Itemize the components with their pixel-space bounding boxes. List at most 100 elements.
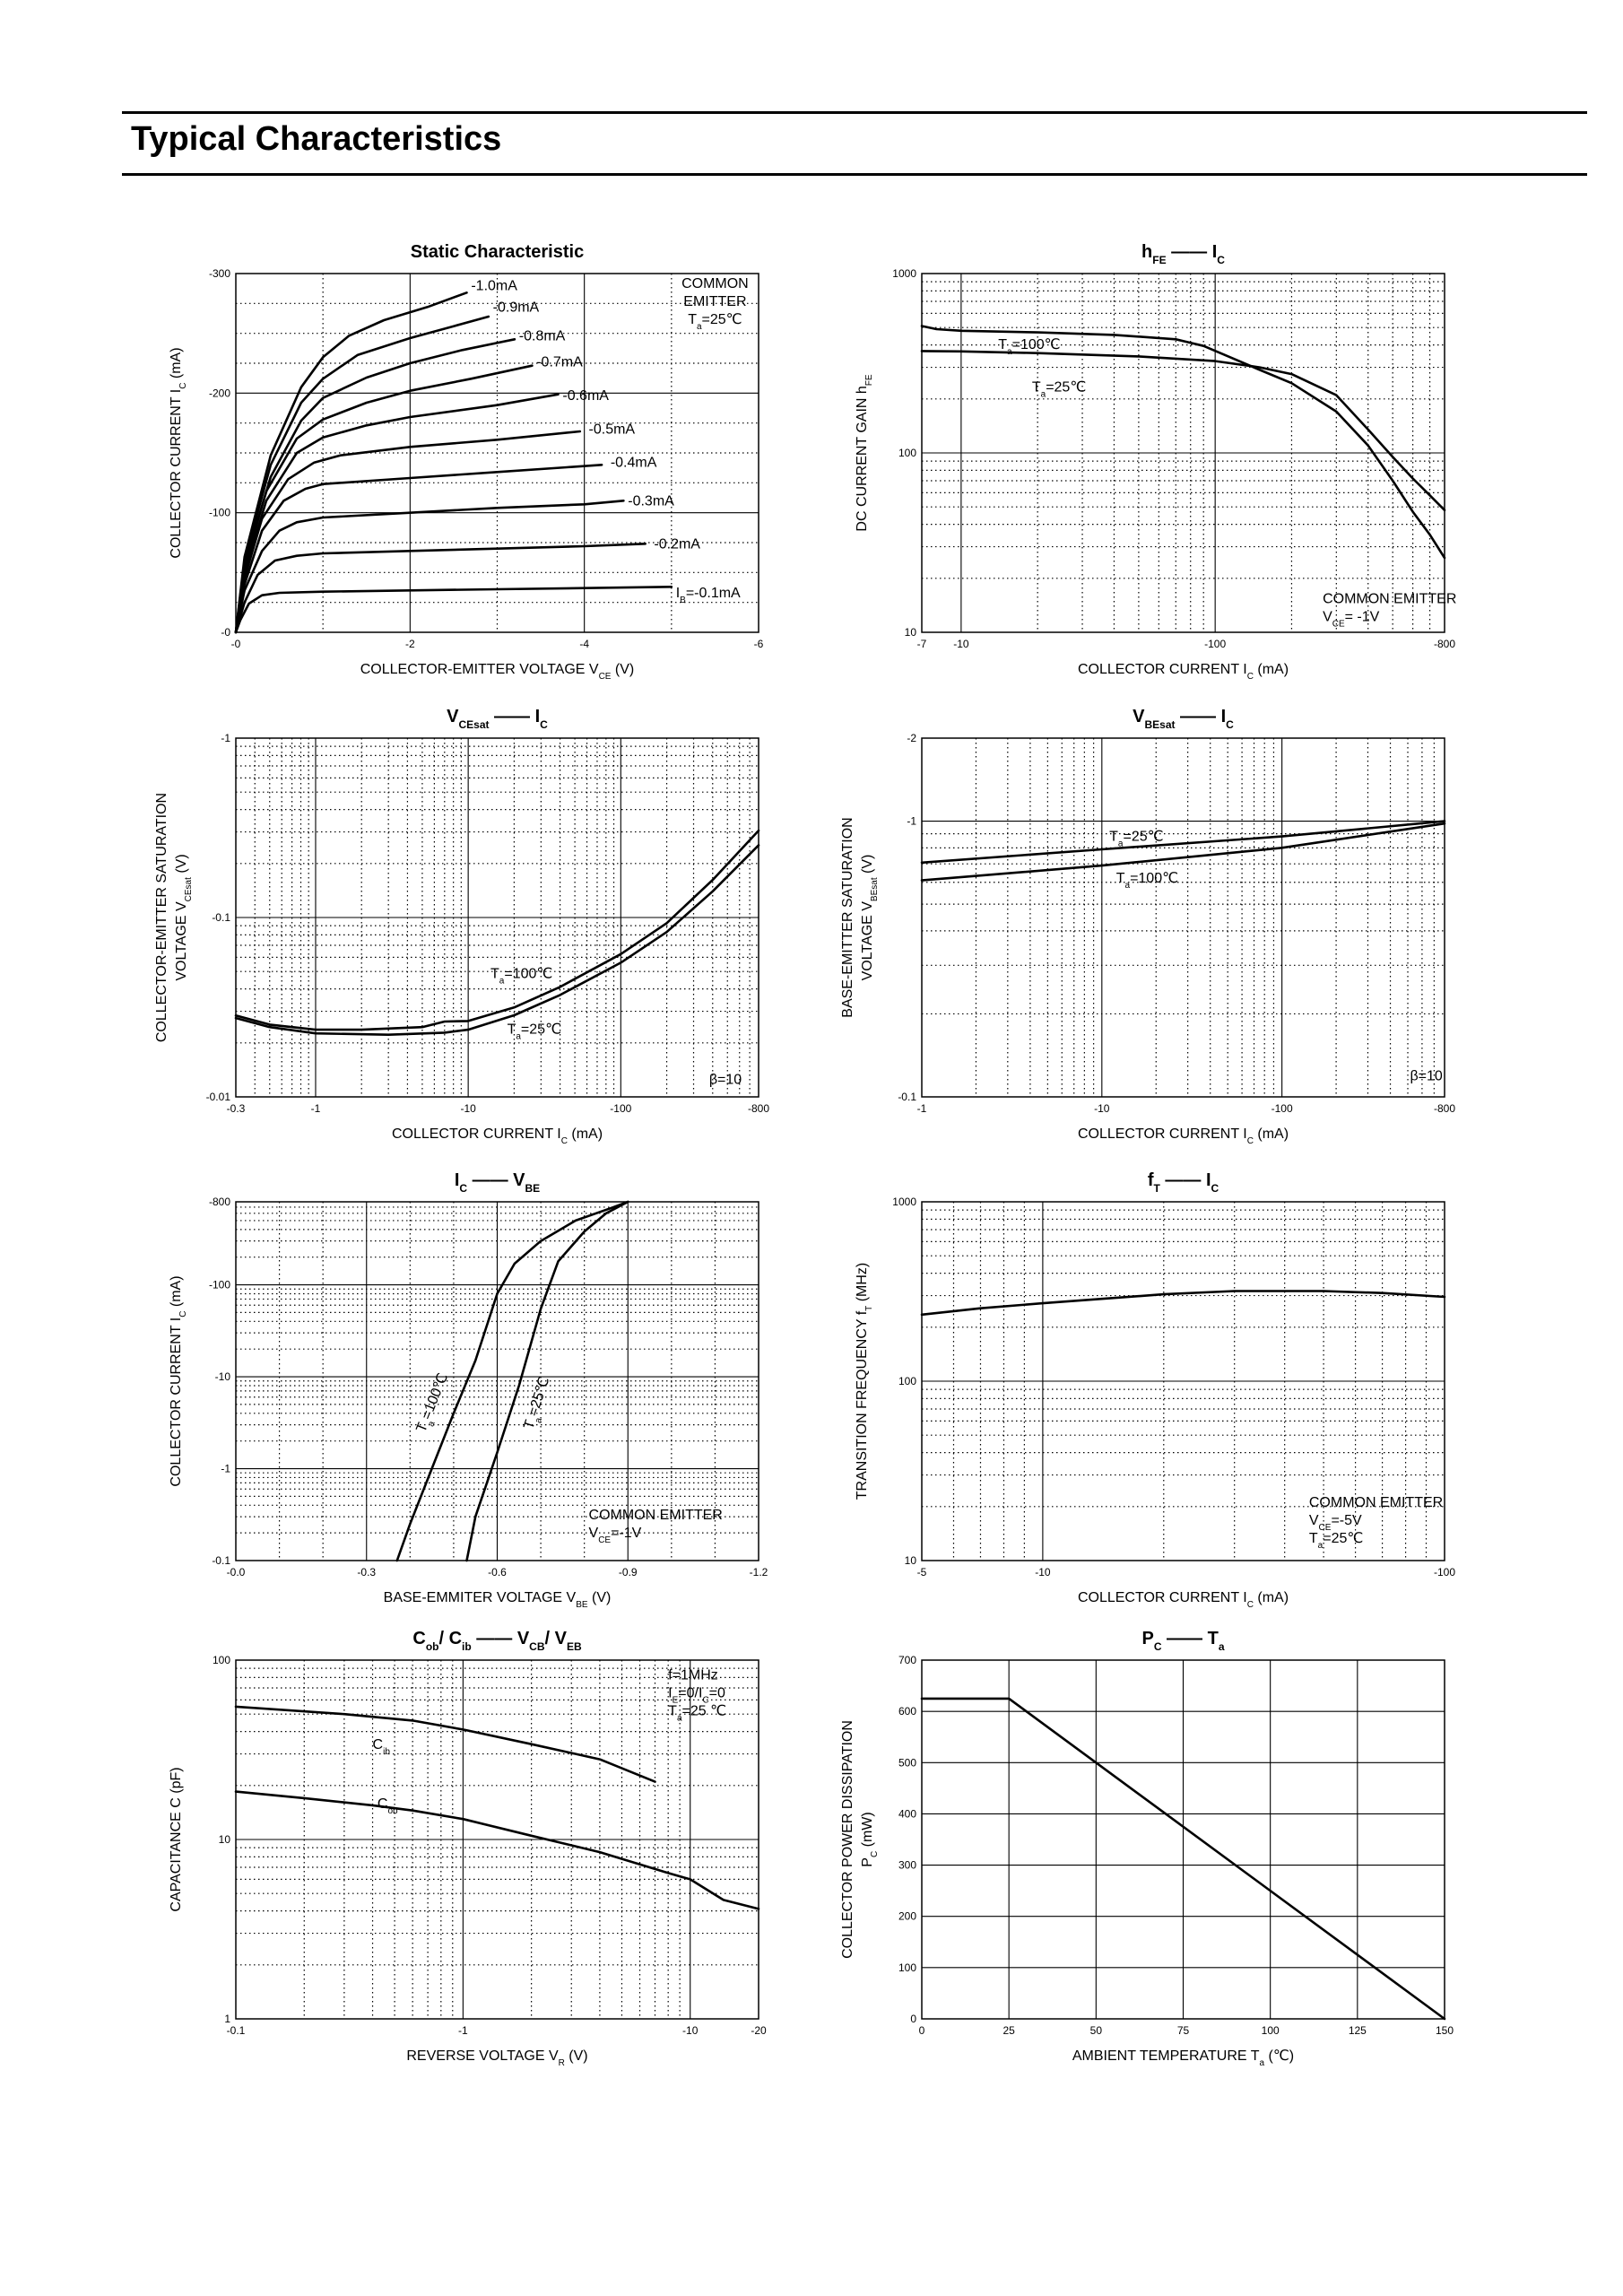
grid: [236, 738, 759, 1097]
x-tick-label: -5: [917, 1566, 927, 1578]
x-tick-label: -0.3: [227, 1102, 246, 1115]
chart-icvbe: -0.0 -0.3 -0.6 -0.9 -1.2 -0.1 -1 -10 -100 -800 IC …: [169, 1170, 768, 1610]
series-curve--0-5ma: [234, 430, 582, 634]
series-curve-ta-25c: [465, 1200, 629, 1562]
annotation-text: Ta=100℃: [998, 337, 1060, 357]
y-tick-label: -0.01: [206, 1091, 231, 1103]
y-tick-label: -1: [221, 732, 230, 744]
chart-title: fT —— IC: [1148, 1170, 1219, 1195]
series-curve--0-6ma: [234, 393, 560, 634]
x-tick-label: 125: [1349, 2024, 1367, 2037]
annotation-text: Ta=25℃: [508, 1022, 561, 1042]
y-tick-label: 10: [905, 626, 917, 639]
annotation-text: Ta=25 ℃: [668, 1704, 726, 1724]
annotation-text: f=1MHz: [668, 1668, 718, 1683]
x-tick-label: -10: [682, 2024, 699, 2037]
series-label: -0.6mA: [562, 388, 609, 404]
chart-cap: -0.1 -1 -10 -20 1 10 100 Cob/ Cib —— VCB/ VEB RE…: [169, 1629, 767, 2068]
y-tick-label: -1: [907, 815, 916, 828]
x-tick-label: -0.1: [227, 2024, 246, 2037]
annotation-text: VCE=-1V: [589, 1526, 642, 1545]
chart-title: VBEsat —— IC: [1133, 707, 1234, 731]
chart-title: VCEsat —— IC: [447, 707, 548, 731]
series-curve-ft: [920, 1290, 1446, 1317]
x-tick-label: -0: [231, 638, 241, 650]
annotation-text: COMMON EMITTER: [1323, 592, 1456, 607]
y-tick-label: 10: [219, 1833, 231, 1846]
annotation-text: Cib: [373, 1737, 391, 1757]
y-tick-label: 200: [898, 1910, 916, 1923]
series-curve--0-8ma: [234, 338, 516, 634]
y-tick-label: 700: [898, 1654, 916, 1666]
plot-frame: [235, 273, 759, 633]
x-tick-label: -20: [751, 2024, 767, 2037]
annotation-text: COMMON EMITTER: [1309, 1495, 1443, 1510]
annotation-text: Ta=100℃: [490, 966, 552, 986]
annotation-text: Ta=100℃: [1116, 871, 1178, 891]
x-tick-label: -800: [1434, 1102, 1455, 1115]
y-tick-label: -200: [209, 387, 230, 399]
x-tick-label: -0.0: [227, 1566, 246, 1578]
grid: [236, 274, 759, 632]
page-title: Typical Characteristics: [131, 120, 502, 158]
series-curve--0-2ma: [234, 543, 647, 634]
y-axis-label: COLLECTOR CURRENT IC (mA): [169, 1275, 188, 1486]
plot-frame: [235, 1201, 759, 1561]
y-tick-label: 1000: [892, 267, 916, 280]
y-tick-label: 500: [898, 1756, 916, 1769]
chart-static: -0 -2 -4 -6 -0 -100 -200 -300 Static Characteris…: [169, 242, 764, 682]
annotation-text: Cob: [378, 1796, 398, 1816]
grid: [922, 1660, 1445, 2019]
curve-label: Ta=25℃: [521, 1375, 557, 1432]
y-axis-label-line2: VOLTAGE VBEsat (V): [860, 855, 880, 981]
y-tick-label: 1: [224, 2013, 230, 2025]
x-tick-label: -10: [1094, 1102, 1110, 1115]
x-tick-label: 75: [1177, 2024, 1190, 2037]
chart-pc: 0 25 50 75 100 125 150 0 100 200 300 400 500 600 700 PC…: [840, 1629, 1454, 2068]
x-tick-label: -800: [1434, 638, 1455, 650]
series-label: -0.5mA: [589, 422, 636, 437]
grid: [922, 1202, 1445, 1561]
annotation-text: β=10: [709, 1073, 742, 1088]
series-label: -0.3mA: [628, 493, 674, 509]
annotation-text: COMMON EMITTER: [589, 1508, 723, 1523]
chart-title: Cob/ Cib —— VCB/ VEB: [412, 1629, 582, 1653]
x-axis-label: REVERSE VOLTAGE VR (V): [406, 2048, 587, 2068]
annotation-text: IE=0/IC=0: [668, 1686, 725, 1706]
plot-frame: [921, 1659, 1445, 2020]
series-label: -0.4mA: [611, 456, 657, 471]
y-tick-label: 0: [910, 2013, 916, 2025]
series-label: -1.0mA: [471, 278, 517, 293]
series-curve--0-4ma: [234, 464, 603, 634]
x-tick-label: -10: [1035, 1566, 1051, 1578]
y-tick-label: -0.1: [212, 911, 230, 924]
series-label: -0.2mA: [654, 536, 700, 552]
x-axis-label: COLLECTOR CURRENT IC (mA): [1078, 662, 1289, 682]
grid: [922, 274, 1445, 632]
plot-frame: [921, 737, 1445, 1098]
y-tick-label: 600: [898, 1705, 916, 1718]
y-axis-label: COLLECTOR-EMITTER SATURATION: [154, 793, 169, 1042]
y-axis-label: TRANSITION FREQUENCY fT (MHz): [855, 1263, 874, 1500]
grid: [236, 1202, 759, 1561]
series-curve-ta-100c: [395, 1200, 629, 1562]
series-curve--0-9ma: [234, 315, 490, 634]
x-tick-label: -6: [754, 638, 764, 650]
x-tick-label: -2: [405, 638, 415, 650]
y-tick-label: 1000: [892, 1196, 916, 1208]
annotation-text: VCE=-5V: [1309, 1513, 1362, 1533]
x-axis-label: AMBIENT TEMPERATURE Ta (℃): [1072, 2048, 1294, 2068]
series-label: -0.9mA: [493, 300, 540, 315]
grid: [236, 1660, 759, 2019]
x-tick-label: -0.6: [488, 1566, 507, 1578]
annotation-text: β=10: [1410, 1068, 1442, 1083]
y-axis-label: DC CURRENT GAIN hFE: [855, 374, 874, 531]
chart-vcesat: -0.3 -1 -10 -100 -800 -0.01 -0.1 -1 VCEsat —— IC…: [154, 707, 769, 1146]
grid: [922, 738, 1445, 1097]
x-tick-label: 50: [1090, 2024, 1103, 2037]
y-tick-label: 10: [905, 1554, 917, 1567]
x-tick-label: 100: [1262, 2024, 1280, 2037]
x-tick-label: -0.9: [619, 1566, 638, 1578]
annotation-text: Ta=25℃: [1109, 829, 1163, 848]
chart-title: hFE —— IC: [1141, 242, 1225, 266]
